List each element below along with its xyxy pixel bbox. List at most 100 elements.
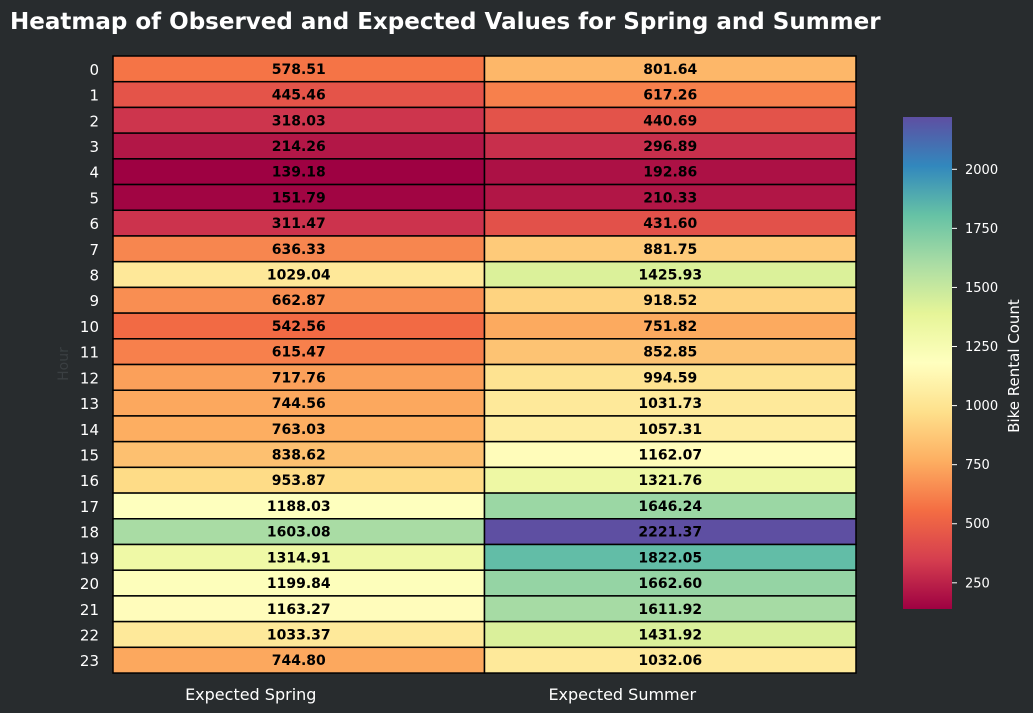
colorbar-tick-label: 2000 [965, 163, 998, 178]
row-tick-label: 6 [89, 215, 99, 233]
chart-title: Heatmap of Observed and Expected Values … [10, 9, 881, 35]
row-tick-label: 3 [89, 138, 99, 156]
cell-value-label: 615.47 [272, 345, 326, 361]
cell-value-label: 318.03 [272, 113, 326, 129]
heatmap-cell [483, 55, 857, 83]
cell-value-label: 1662.60 [638, 576, 702, 592]
colorbar-tick-label: 500 [965, 517, 990, 532]
colorbar-tick-label: 1750 [965, 222, 998, 237]
cell-value-label: 1425.93 [638, 268, 702, 284]
row-tick-label: 7 [89, 241, 99, 259]
cell-value-label: 431.60 [643, 216, 697, 232]
cell-value-label: 994.59 [643, 370, 697, 386]
cell-value-label: 192.86 [643, 165, 697, 181]
heatmap-cell [112, 286, 486, 314]
heatmap-cell [483, 492, 857, 520]
row-tick-label: 1 [89, 87, 99, 105]
cell-value-label: 852.85 [643, 345, 697, 361]
heatmap-cell [483, 338, 857, 366]
cell-value-label: 1646.24 [638, 499, 702, 515]
heatmap-cell [483, 235, 857, 263]
column-tick-label: Expected Summer [548, 685, 696, 704]
cell-value-label: 1033.37 [267, 627, 331, 643]
cell-value-label: 918.52 [643, 293, 697, 309]
y-axis-label: Hour [56, 347, 72, 381]
heatmap-cell [112, 389, 486, 417]
cell-value-label: 636.33 [272, 242, 326, 258]
colorbar-gradient [903, 117, 952, 609]
row-tick-label: 5 [89, 189, 99, 207]
cell-value-label: 445.46 [272, 88, 326, 104]
cell-value-label: 296.89 [643, 139, 697, 155]
cell-value-label: 151.79 [272, 190, 326, 206]
cell-value-label: 1162.07 [638, 448, 702, 464]
cell-value-label: 210.33 [643, 190, 697, 206]
heatmap-cell [483, 209, 857, 237]
row-tick-label: 18 [80, 524, 99, 542]
column-labels: Expected Spring Expected Summer [185, 685, 696, 704]
cell-value-label: 1188.03 [267, 499, 331, 515]
heatmap-cell [112, 415, 486, 443]
heatmap-cells: 578.51 801.64 445.46 617.26 318.03 440.69 214.… [112, 55, 857, 674]
cell-value-label: 1199.84 [267, 576, 331, 592]
row-tick-label: 12 [80, 369, 99, 387]
row-tick-label: 17 [80, 498, 99, 516]
cell-value-label: 542.56 [272, 319, 326, 335]
cell-value-label: 1031.73 [638, 396, 702, 412]
row-tick-label: 10 [80, 318, 99, 336]
row-tick-label: 19 [80, 549, 99, 567]
row-tick-label: 21 [80, 601, 99, 619]
row-tick-label: 9 [89, 292, 99, 310]
heatmap-cell [483, 415, 857, 443]
cell-value-label: 1603.08 [267, 525, 331, 541]
heatmap-cell [483, 106, 857, 134]
cell-value-label: 838.62 [272, 448, 326, 464]
heatmap-cell [483, 363, 857, 391]
cell-value-label: 1314.91 [267, 550, 331, 566]
column-tick-label: Expected Spring [185, 685, 316, 704]
cell-value-label: 1032.06 [638, 653, 702, 669]
heatmap-cell [483, 132, 857, 160]
cell-value-label: 881.75 [643, 242, 697, 258]
cell-value-label: 1321.76 [638, 473, 702, 489]
row-tick-label: 11 [80, 344, 99, 362]
colorbar-label: Bike Rental Count [1005, 299, 1023, 433]
cell-value-label: 953.87 [272, 473, 326, 489]
cell-value-label: 440.69 [643, 113, 697, 129]
heatmap-cell [483, 183, 857, 212]
heatmap-cell [112, 260, 486, 289]
colorbar: 250 500 750 1000 1250 1500 1750 2000 Bike Renta… [903, 117, 1023, 609]
row-tick-label: 20 [80, 575, 99, 593]
heatmap-cell [483, 620, 857, 649]
colorbar-ticks: 250 500 750 1000 1250 1500 1750 2000 [952, 163, 998, 591]
heatmap-cell [112, 440, 486, 469]
heatmap-cell [483, 312, 857, 340]
heatmap-cell [112, 338, 486, 366]
row-tick-label: 2 [89, 112, 99, 130]
heatmap-cell [112, 55, 486, 83]
cell-value-label: 801.64 [643, 62, 697, 78]
cell-value-label: 763.03 [272, 422, 326, 438]
heatmap-cell [483, 286, 857, 314]
cell-value-label: 1057.31 [638, 422, 702, 438]
row-tick-label: 15 [80, 447, 99, 465]
cell-value-label: 662.87 [272, 293, 326, 309]
cell-value-label: 617.26 [643, 88, 697, 104]
colorbar-tick-label: 1250 [965, 340, 998, 355]
cell-value-label: 744.56 [272, 396, 326, 412]
row-tick-label: 16 [80, 472, 99, 490]
row-tick-label: 4 [89, 164, 99, 182]
cell-value-label: 578.51 [272, 62, 326, 78]
cell-value-label: 1163.27 [267, 602, 331, 618]
colorbar-tick-label: 1000 [965, 399, 998, 414]
cell-value-label: 1431.92 [638, 627, 702, 643]
cell-value-label: 717.76 [272, 370, 326, 386]
heatmap-cell [112, 518, 486, 546]
heatmap-cell [483, 595, 857, 623]
cell-value-label: 139.18 [272, 165, 326, 181]
row-tick-label: 14 [80, 421, 99, 439]
heatmap-cell [112, 312, 486, 340]
heatmap-cell [483, 569, 857, 597]
